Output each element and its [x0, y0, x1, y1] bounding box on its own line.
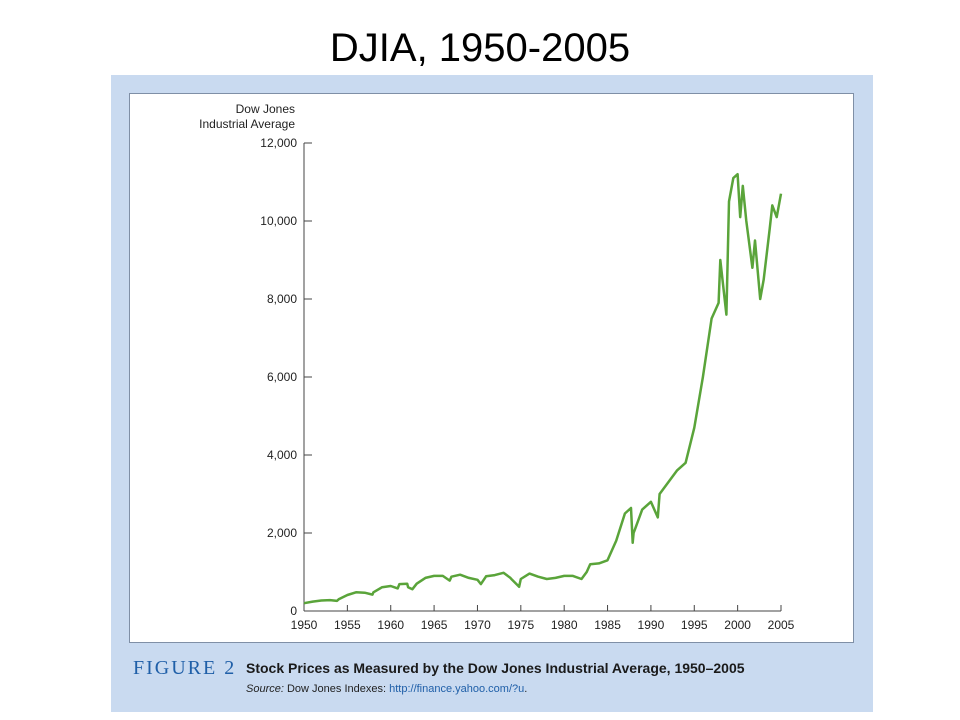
figure-source: Source: Dow Jones Indexes: http://financ…	[246, 683, 527, 695]
x-tick-label: 1975	[507, 618, 534, 632]
slide-title: DJIA, 1950-2005	[329, 26, 631, 70]
x-tick-label: 1955	[334, 618, 361, 632]
x-tick-label: 1965	[421, 618, 448, 632]
figure-caption: Stock Prices as Measured by the Dow Jone…	[246, 660, 745, 676]
y-tick-label: 6,000	[267, 370, 297, 384]
y-tick-label: 2,000	[267, 526, 297, 540]
figure-label: FIGURE 2	[133, 657, 237, 679]
x-tick-label: 1970	[464, 618, 491, 632]
x-tick-label: 1950	[291, 618, 318, 632]
x-tick-label: 2000	[724, 618, 751, 632]
y-axis-title-line-1: Dow Jones	[236, 102, 295, 116]
source-link[interactable]: http://finance.yahoo.com/?u	[389, 683, 525, 695]
source-end: .	[524, 683, 528, 695]
y-tick-label: 12,000	[260, 136, 297, 150]
y-tick-label: 4,000	[267, 448, 297, 462]
source-label: Source:	[246, 683, 284, 695]
x-tick-label: 1990	[638, 618, 665, 632]
x-tick-label: 1980	[551, 618, 578, 632]
y-tick-group: 0 2,000 4,000 6,000 8,000 10,000 12,000	[260, 136, 312, 618]
x-tick-label: 1995	[681, 618, 708, 632]
x-tick-label: 1960	[377, 618, 404, 632]
x-tick-group: 1950 1955 1960 1965 1970 1975 1980 1985 1990 1995…	[291, 605, 795, 632]
x-tick-label: 2005	[768, 618, 795, 632]
source-text: Dow Jones Indexes:	[286, 683, 387, 695]
y-axis-title-line-2: Industrial Average	[199, 117, 295, 131]
series-line-djia	[303, 172, 783, 605]
y-tick-label: 10,000	[260, 214, 297, 228]
y-tick-label: 0	[290, 604, 297, 618]
y-tick-label: 8,000	[267, 292, 297, 306]
x-tick-label: 1985	[594, 618, 621, 632]
